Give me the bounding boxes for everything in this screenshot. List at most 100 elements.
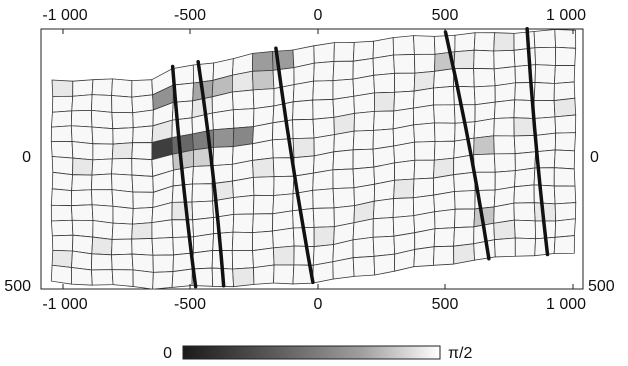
mesh-cell <box>71 219 94 238</box>
mesh-cell <box>533 184 556 205</box>
mesh-cell <box>513 219 536 240</box>
mesh-cell <box>514 64 536 84</box>
mesh-cell <box>252 247 275 269</box>
mesh-cell <box>91 189 114 207</box>
mesh-cell <box>533 116 557 136</box>
mesh-cell <box>493 117 515 137</box>
mesh-cell <box>253 264 275 285</box>
mesh-cell <box>252 139 274 161</box>
mesh-cell <box>91 204 114 224</box>
bottom-x-label-500: 500 <box>432 296 459 313</box>
mesh-cell <box>373 72 396 94</box>
mesh-cell <box>111 189 134 209</box>
mesh-cell <box>352 148 375 170</box>
mesh-cell <box>51 234 74 252</box>
mesh-cell <box>553 149 575 170</box>
mesh-cell <box>494 237 516 258</box>
mesh-cell <box>313 226 335 248</box>
mesh-cell <box>473 49 495 70</box>
fault-trace <box>196 59 226 288</box>
mesh-cell <box>51 79 74 97</box>
mesh-cell <box>473 239 496 261</box>
fault-trace <box>170 64 198 289</box>
mesh-cell <box>533 82 555 102</box>
mesh-cell <box>352 218 374 241</box>
mesh-cell <box>514 167 536 188</box>
mesh-cell <box>513 47 536 67</box>
mesh-cell <box>513 202 536 222</box>
mesh-cell <box>51 171 74 192</box>
mesh-cell <box>111 222 133 240</box>
mesh-cell <box>554 202 577 222</box>
mesh-cell <box>71 267 93 286</box>
mesh-cell <box>91 126 114 145</box>
mesh-cell <box>132 269 154 290</box>
mesh-cell <box>91 236 113 256</box>
colorbar-min-label: 0 <box>163 345 172 362</box>
mesh-cell <box>454 32 476 53</box>
mesh-cell <box>292 99 314 121</box>
mesh-cell <box>70 125 94 145</box>
mesh-cell <box>352 129 374 151</box>
mesh-cell <box>191 249 214 270</box>
mesh-cell <box>393 141 416 164</box>
mesh-cell <box>333 130 355 153</box>
mesh-cell <box>372 235 396 257</box>
mesh-cell <box>432 245 455 266</box>
mesh-cell <box>374 91 396 112</box>
top-x-label-0: 0 <box>314 7 323 24</box>
mesh-cell <box>71 94 93 112</box>
mesh-cell <box>513 31 536 51</box>
mesh-cell <box>251 69 275 91</box>
mesh-cell <box>212 127 235 148</box>
mesh-cell <box>553 235 575 254</box>
mesh-cell <box>171 201 194 221</box>
right-y-label-0: 0 <box>590 149 599 166</box>
mesh-cell <box>473 118 495 139</box>
mesh-cell <box>514 237 536 257</box>
mesh-cell <box>131 142 153 161</box>
mesh-cell <box>152 254 174 273</box>
bottom-x-label-neg1000: -1 000 <box>42 296 87 313</box>
mesh-cell <box>352 255 376 277</box>
fault-trace <box>525 26 550 257</box>
mesh-cell <box>393 178 415 199</box>
mesh-cell <box>453 171 476 192</box>
mesh-cell <box>72 79 94 97</box>
mesh-cell <box>111 173 134 193</box>
mesh-cell <box>413 246 435 268</box>
mesh-cell <box>212 231 234 252</box>
mesh-cell <box>553 81 576 102</box>
mesh-cell <box>534 46 557 66</box>
mesh-cell <box>553 167 576 187</box>
mesh-cell <box>131 238 154 256</box>
mesh-cell <box>453 243 476 265</box>
mesh-cell <box>554 132 576 152</box>
mesh-cell <box>272 245 295 266</box>
mesh-cell <box>313 42 335 64</box>
mesh-cell <box>312 207 335 228</box>
mesh-cell <box>513 184 535 204</box>
mesh-cell <box>191 200 214 221</box>
mesh-cell <box>212 109 235 131</box>
mesh-cell <box>372 217 395 238</box>
mesh-cell <box>312 169 334 191</box>
mesh-cell <box>433 68 455 89</box>
mesh-cell <box>111 238 133 256</box>
mesh-cell <box>554 218 576 238</box>
mesh-cell <box>352 40 375 62</box>
mesh-cell <box>493 32 515 52</box>
mesh-cell <box>272 193 294 215</box>
mesh-cell <box>91 158 113 176</box>
mesh-cell <box>413 35 436 55</box>
mesh-cell <box>50 141 74 159</box>
mesh-cell <box>252 230 274 252</box>
mesh-cell <box>50 219 74 237</box>
mesh-cell <box>493 219 516 241</box>
mesh-cell <box>473 85 496 106</box>
mesh-cell <box>493 99 516 119</box>
mesh-cell <box>131 79 154 98</box>
bottom-ticks <box>62 284 574 289</box>
mesh-cell <box>372 198 395 220</box>
